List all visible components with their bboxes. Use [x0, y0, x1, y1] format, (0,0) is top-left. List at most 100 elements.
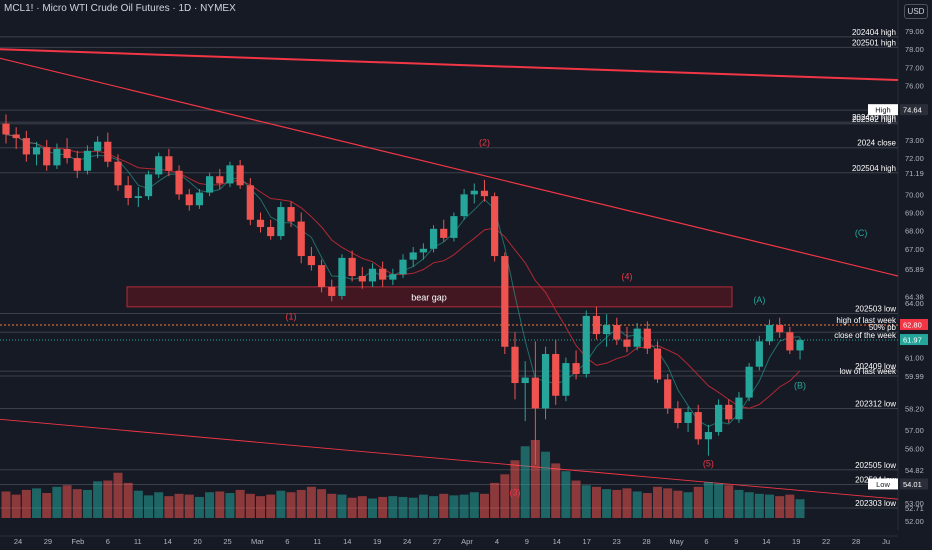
candle-body: [521, 377, 529, 384]
volume-bar: [714, 483, 724, 518]
candle-body: [735, 397, 743, 420]
time-tick-label: 6: [285, 537, 289, 546]
candle-body: [389, 274, 397, 280]
candle-body: [501, 256, 509, 347]
volume-bar: [602, 489, 612, 518]
candle-body: [704, 432, 713, 440]
volume-bar: [581, 485, 591, 518]
volume-bar: [439, 493, 449, 518]
candle-body: [511, 346, 519, 384]
time-tick-label: 9: [734, 537, 738, 546]
price-tick-label: 77.00: [905, 63, 924, 72]
candle-body: [613, 324, 621, 340]
price-tick-label: 72.00: [905, 154, 924, 163]
candle-body: [562, 363, 570, 396]
volume-bar: [459, 494, 469, 518]
candle-body: [531, 377, 539, 409]
candle-body: [765, 324, 774, 342]
time-tick-label: 19: [792, 537, 800, 546]
candle-body: [63, 149, 71, 159]
volume-bar: [510, 460, 520, 518]
moving-average-fast: [5, 134, 801, 428]
time-tick-label: 20: [193, 537, 201, 546]
candle-body: [43, 147, 51, 166]
candle-body: [175, 170, 183, 195]
volume-bar: [347, 497, 357, 518]
volume-bar: [429, 496, 439, 518]
volume-bar: [337, 494, 347, 518]
time-tick-label: May: [669, 537, 683, 546]
wave-label: (A): [753, 295, 765, 305]
volume-bar: [541, 451, 551, 518]
candle-body: [541, 354, 550, 409]
time-tick-label: 25: [223, 537, 231, 546]
volume-bar: [184, 494, 194, 518]
volume-bar: [225, 493, 235, 518]
candle-body: [786, 332, 794, 351]
volume-bar: [673, 490, 683, 518]
volume-bar: [734, 489, 744, 518]
candle-body: [552, 354, 560, 396]
candle-body: [73, 158, 81, 171]
trendline-descending: [0, 57, 899, 277]
time-tick-label: 24: [403, 537, 411, 546]
chart-header: MCL1! · Micro WTI Crude Oil Futures · 1D…: [4, 3, 236, 14]
volume-bar: [286, 492, 296, 518]
price-tick-label: 61.00: [905, 354, 924, 363]
volume-bar: [449, 495, 459, 518]
candle-body: [12, 134, 20, 139]
candle-body: [480, 190, 489, 197]
volume-bar: [1, 491, 11, 518]
price-tick-label: 79.00: [905, 27, 924, 36]
candle-body: [664, 379, 672, 409]
volume-bar: [591, 486, 601, 518]
candle-body: [358, 276, 366, 282]
level-label: 202404 high: [852, 28, 896, 37]
candle-body: [226, 165, 234, 184]
level-label: 202503 low: [855, 305, 896, 314]
candle-body: [745, 366, 753, 398]
level-label: 202504 high: [852, 164, 896, 173]
interval[interactable]: 1D: [178, 3, 192, 14]
last-price-tag-value: 61.97: [903, 336, 922, 345]
time-tick-label: Apr: [461, 537, 473, 546]
candle-body: [165, 156, 173, 171]
candle-body: [460, 194, 468, 217]
level-label: 202312 low: [855, 399, 896, 408]
candle-body: [623, 339, 631, 347]
volume-bar: [775, 496, 785, 518]
bear-gap-label: bear gap: [411, 292, 447, 302]
time-tick-label: 23: [612, 537, 620, 546]
price-tick-label: 59.99: [905, 372, 924, 381]
volume-bar: [245, 493, 255, 518]
volume-bar: [754, 493, 764, 518]
high-tag-name-bg: [868, 104, 898, 116]
volume-bar: [42, 493, 52, 518]
time-tick-label: 11: [134, 537, 142, 546]
volume-bar: [408, 497, 418, 518]
level-label: 202502 high: [852, 115, 896, 124]
currency-button[interactable]: USD: [904, 4, 928, 19]
candle-body: [338, 257, 346, 296]
candle-body: [409, 252, 417, 260]
candle-body: [155, 156, 163, 175]
candle-body: [379, 268, 387, 280]
price-tick-label: 69.00: [905, 209, 924, 218]
volume-bar: [327, 493, 337, 518]
time-tick-label: 29: [44, 537, 52, 546]
candle-body: [297, 221, 305, 257]
time-tick-label: 14: [762, 537, 770, 546]
symbol[interactable]: MCL1!: [4, 3, 34, 14]
candle-body: [256, 219, 265, 228]
volume-bar: [612, 489, 622, 518]
candle-body: [22, 138, 30, 155]
volume-bar: [490, 482, 500, 518]
time-tick-label: 14: [553, 537, 561, 546]
wave-label: (C): [855, 228, 868, 238]
candle-body: [236, 165, 244, 186]
price-tick-label: 53.00: [905, 499, 924, 508]
price-tick-label: 71.19: [905, 169, 924, 178]
candle-body: [450, 216, 458, 238]
candle-body: [684, 412, 692, 423]
